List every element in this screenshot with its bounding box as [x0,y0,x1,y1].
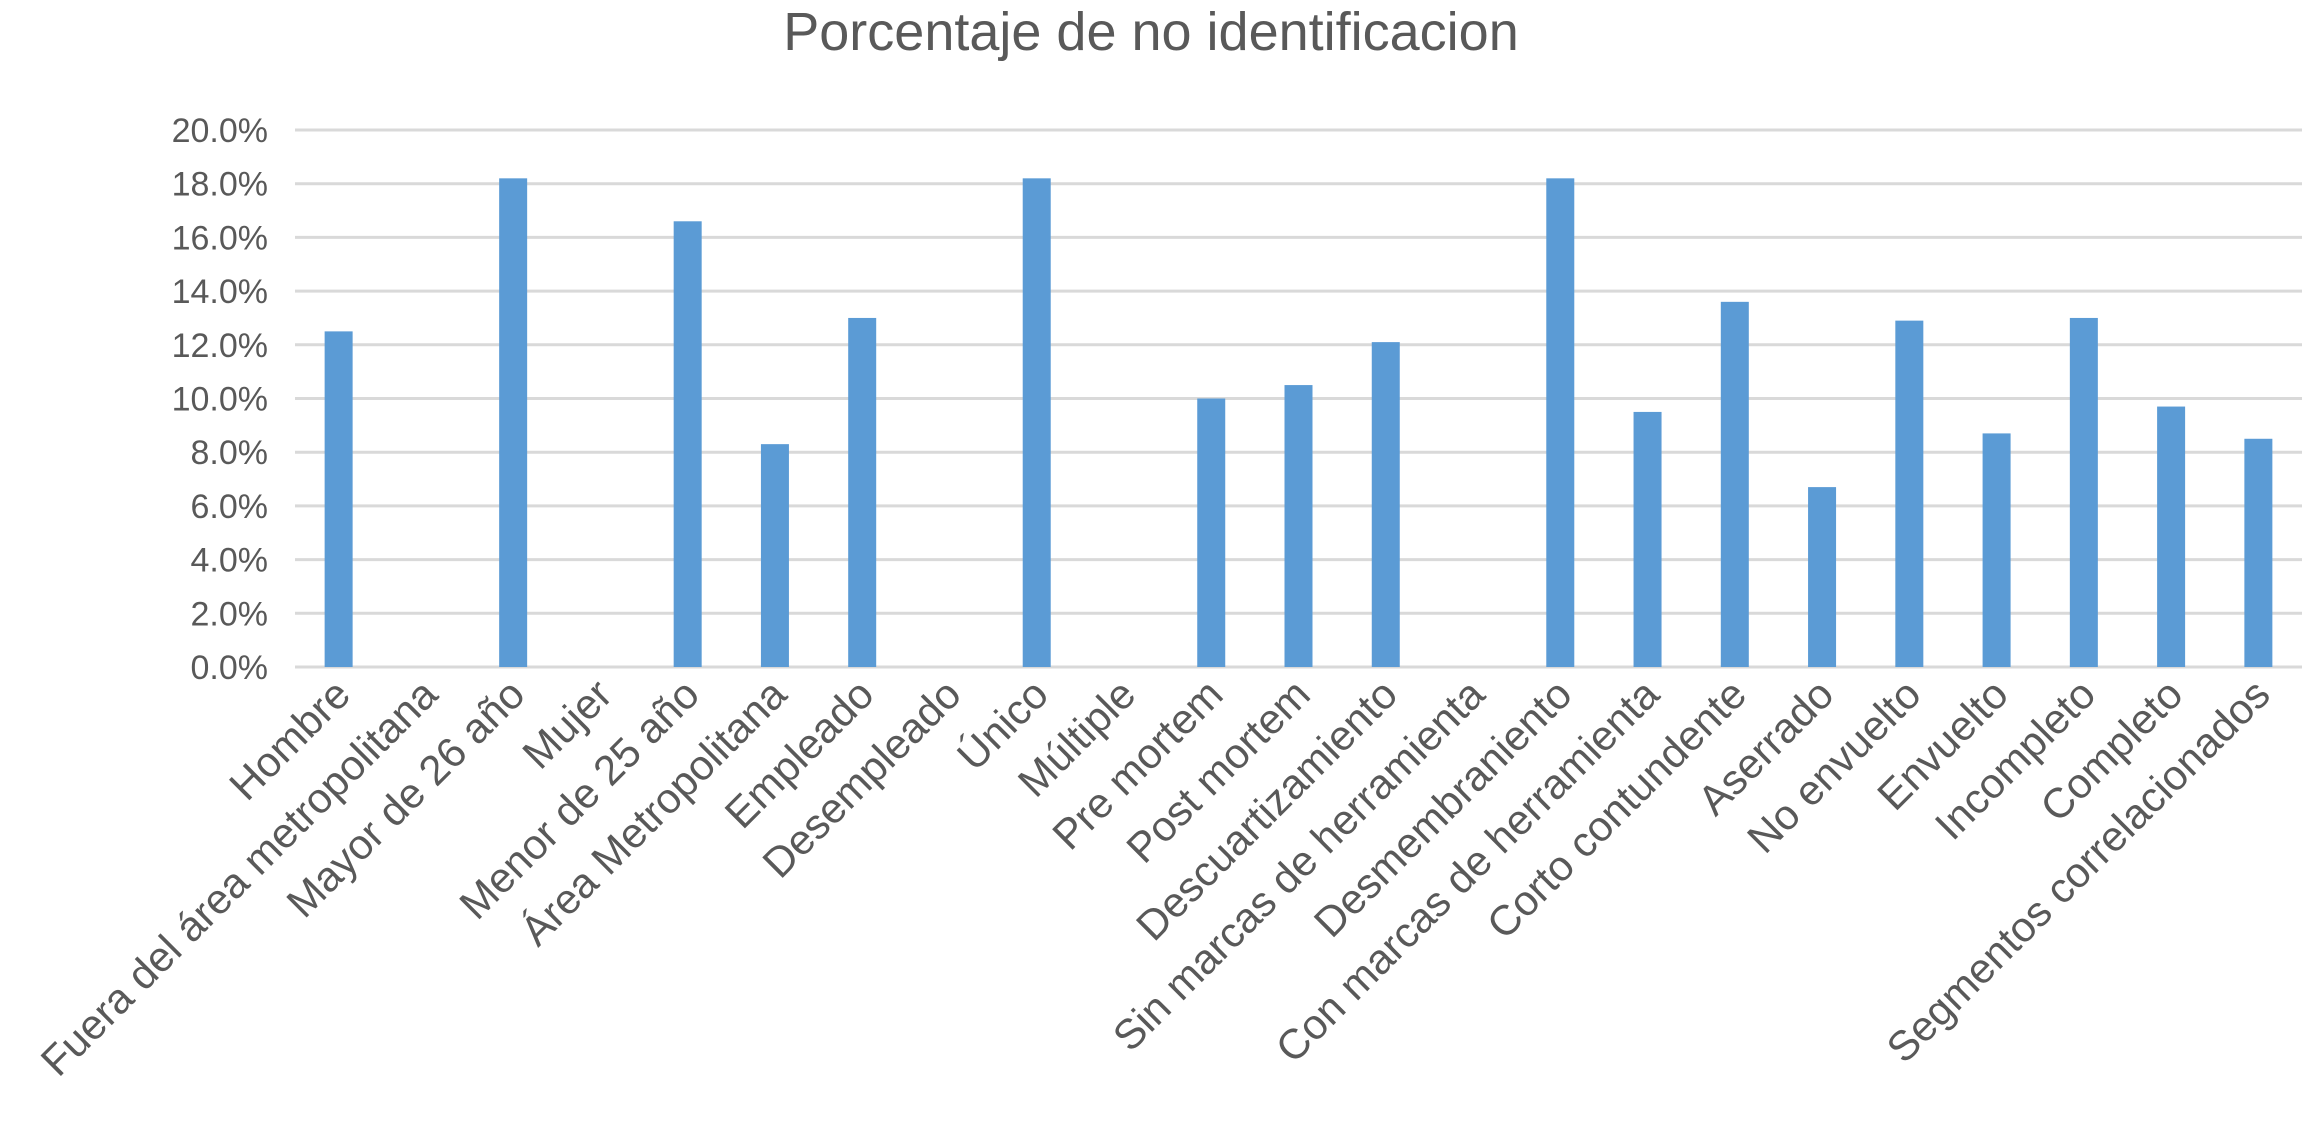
bar [848,317,877,667]
y-tick-label: 8.0% [191,434,269,472]
bar [2069,317,2098,667]
y-tick-label: 12.0% [172,327,268,365]
bar [1284,385,1313,667]
bar [1982,433,2011,667]
bar [1720,301,1749,667]
bars [324,178,2273,668]
bar [2244,438,2273,667]
chart-title: Porcentaje de no identificacion [783,2,1519,62]
y-tick-label: 10.0% [172,381,268,419]
bar [1895,320,1924,667]
bar [499,178,528,667]
bar [324,331,353,667]
bar [1808,487,1837,667]
bar [673,221,702,668]
y-axis-ticks: 0.0% 2.0% 4.0% 6.0% 8.0% 10.0% 12.0% 14.0% 16.0%… [172,112,268,687]
bar [2157,406,2186,667]
bar [1633,411,1662,667]
y-tick-label: 20.0% [172,112,268,150]
y-tick-label: 18.0% [172,166,268,204]
x-tick-label: Fuera del área metropolitana [32,670,447,1085]
bar [760,444,789,667]
bar [1197,398,1226,667]
bar [1022,178,1051,667]
bar [1546,178,1575,667]
y-tick-label: 4.0% [191,542,269,580]
y-tick-label: 6.0% [191,488,269,526]
y-tick-label: 2.0% [191,595,269,633]
y-tick-label: 16.0% [172,219,268,257]
y-tick-label: 14.0% [172,273,268,311]
bar [1371,342,1400,667]
y-tick-label: 0.0% [191,649,269,687]
